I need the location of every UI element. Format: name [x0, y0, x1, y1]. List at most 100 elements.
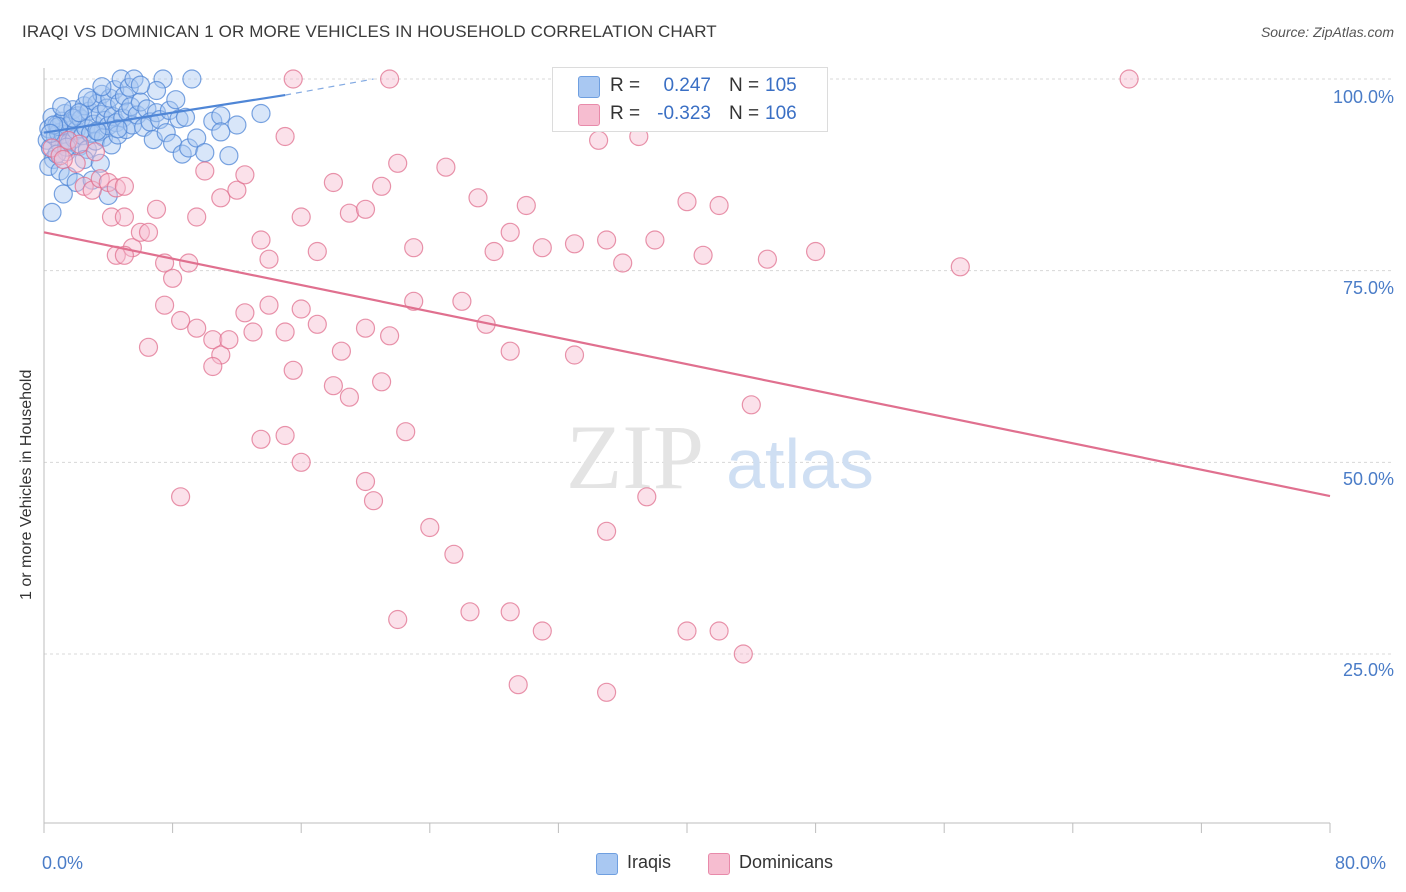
- y-tick-100: 100.0%: [1332, 87, 1394, 107]
- data-point: [195, 161, 215, 181]
- data-point: [757, 249, 778, 269]
- data-point: [564, 234, 585, 254]
- data-point: [53, 184, 73, 204]
- data-point: [355, 471, 376, 492]
- data-point: [219, 330, 239, 350]
- stats-legend: R = 0.247 N = 105 R = -0.323 N = 106: [552, 67, 828, 132]
- y-tick-50: 50.0%: [1342, 469, 1394, 489]
- data-point: [677, 621, 697, 641]
- axes: [43, 68, 1331, 833]
- y-tick-25: 25.0%: [1342, 660, 1394, 680]
- series-iraqis-points: [37, 69, 271, 222]
- data-point: [500, 222, 520, 242]
- data-point: [175, 107, 196, 127]
- data-point: [291, 452, 311, 472]
- data-point: [259, 295, 279, 315]
- chart-title: IRAQI VS DOMINICAN 1 OR MORE VEHICLES IN…: [22, 22, 717, 41]
- data-point: [53, 149, 73, 170]
- data-point: [106, 178, 126, 198]
- legend-swatch-dominicans: [578, 104, 600, 126]
- data-point: [146, 80, 167, 101]
- data-point: [468, 188, 488, 208]
- data-point: [484, 241, 504, 262]
- data-point: [40, 123, 61, 143]
- data-point: [500, 341, 520, 361]
- data-point: [275, 322, 295, 342]
- data-point: [251, 429, 271, 449]
- data-point: [251, 103, 271, 124]
- data-point: [380, 326, 400, 346]
- data-point: [564, 345, 585, 365]
- data-point: [291, 207, 311, 227]
- data-point: [77, 87, 98, 108]
- trend-lines: [43, 78, 1331, 498]
- data-point: [259, 249, 279, 269]
- data-point: [52, 96, 72, 117]
- data-point: [733, 644, 753, 664]
- data-point: [171, 310, 191, 331]
- data-point: [596, 521, 617, 541]
- data-point: [211, 122, 231, 142]
- x-tick-min: 0.0%: [42, 853, 84, 873]
- data-point: [42, 138, 62, 158]
- data-point: [130, 75, 150, 95]
- data-point: [388, 153, 408, 173]
- legend-r-label: R =: [610, 103, 641, 124]
- data-point: [90, 153, 110, 173]
- bottom-legend-label-dominicans: Dominicans: [739, 852, 834, 872]
- data-point: [156, 123, 176, 143]
- bottom-legend-swatch-dominicans: [708, 853, 730, 875]
- data-point: [235, 303, 255, 323]
- data-point: [275, 425, 295, 446]
- data-point: [532, 621, 552, 641]
- data-point: [203, 330, 223, 350]
- data-point: [596, 230, 617, 250]
- data-point: [138, 337, 159, 357]
- data-point: [251, 230, 271, 250]
- legend-n-label: N =: [729, 103, 760, 124]
- data-point: [420, 517, 440, 538]
- data-point: [355, 199, 376, 219]
- data-point: [169, 109, 189, 129]
- data-point: [709, 621, 729, 641]
- legend-row-iraqis: R = 0.247 N = 105: [553, 72, 827, 100]
- data-point: [588, 130, 609, 150]
- bottom-legend-label-iraqis: Iraqis: [627, 852, 672, 872]
- legend-n-value: 106: [765, 103, 797, 124]
- data-point: [355, 318, 376, 338]
- data-point: [404, 291, 424, 311]
- data-point: [677, 192, 697, 212]
- data-point: [114, 207, 135, 227]
- data-point: [69, 103, 90, 123]
- legend-swatch-iraqis: [578, 76, 600, 98]
- trend-line: [43, 231, 1331, 498]
- data-point: [114, 176, 135, 196]
- grid-lines: [44, 78, 1392, 655]
- data-point: [709, 195, 729, 216]
- data-point: [444, 544, 464, 564]
- watermark-atlas: atlas: [726, 425, 874, 503]
- data-point: [235, 165, 255, 185]
- data-point: [211, 345, 231, 365]
- data-point: [1119, 69, 1139, 89]
- x-tick-max: 80.0%: [1335, 853, 1387, 873]
- data-point: [187, 207, 207, 227]
- legend-row-dominicans: R = -0.323 N = 106: [553, 100, 827, 128]
- data-point: [50, 146, 70, 166]
- trend-line-extension: [285, 78, 374, 96]
- data-point: [211, 188, 231, 208]
- data-point: [500, 602, 520, 622]
- data-point: [323, 376, 343, 396]
- data-point: [87, 121, 107, 141]
- data-point: [404, 238, 424, 258]
- data-point: [613, 253, 633, 273]
- data-point: [275, 126, 295, 147]
- data-point: [130, 222, 150, 242]
- data-point: [950, 257, 970, 277]
- data-point: [138, 222, 159, 242]
- data-point: [452, 291, 472, 311]
- y-tick-75: 75.0%: [1342, 278, 1394, 298]
- data-point: [243, 322, 263, 342]
- watermark-zip: ZIP: [566, 406, 704, 508]
